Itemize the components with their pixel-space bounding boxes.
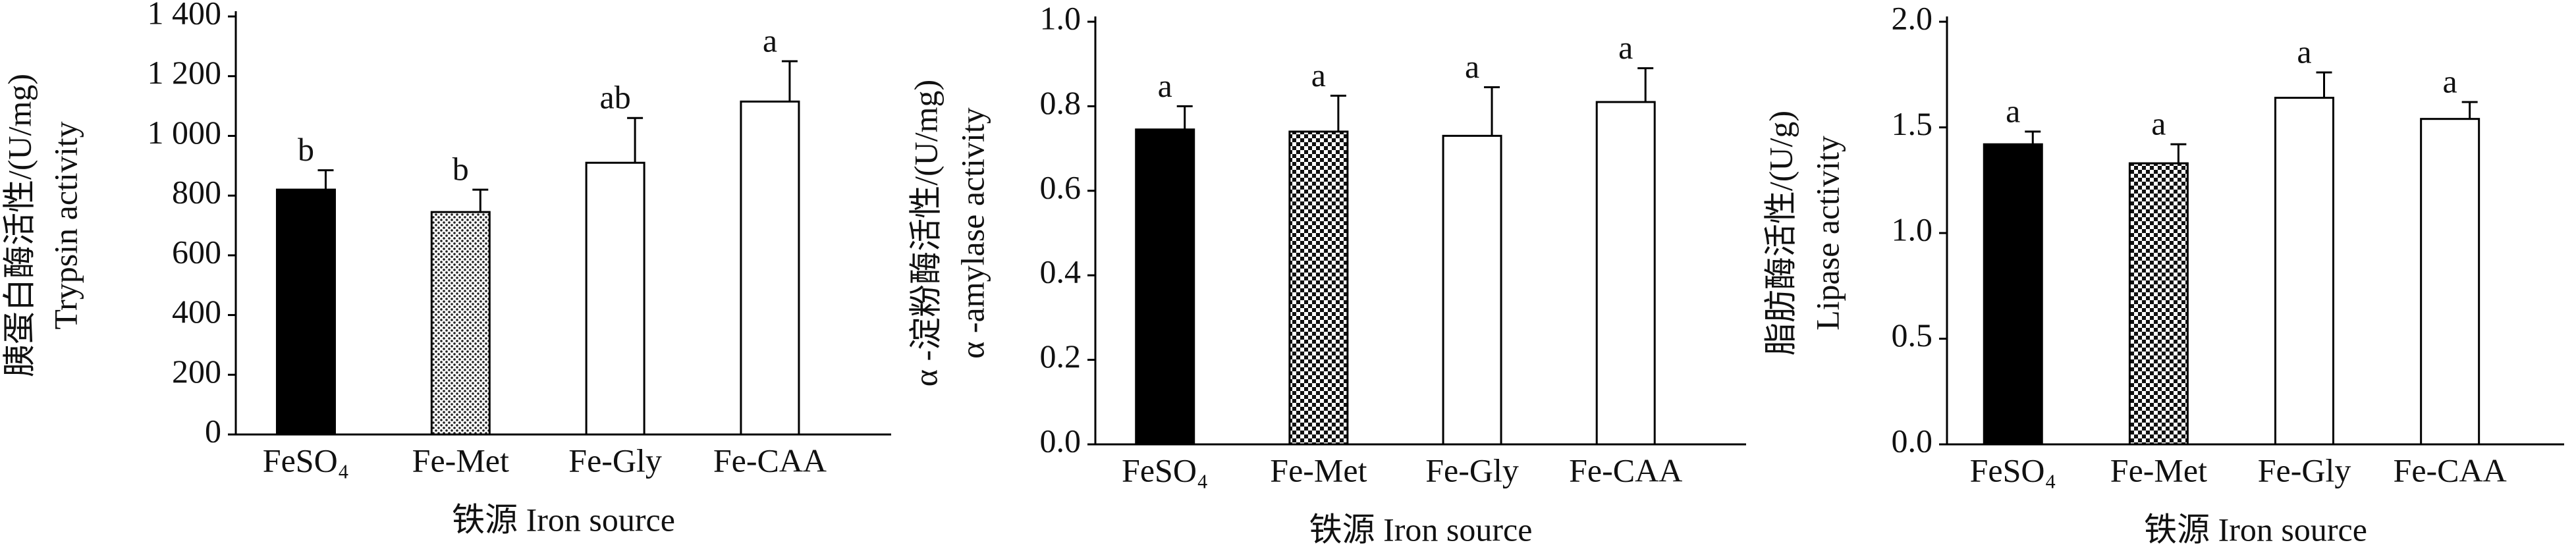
x-tick-label: Fe-Gly xyxy=(1425,452,1519,488)
x-tick-label: Fe-Gly xyxy=(2258,452,2351,488)
bar xyxy=(430,211,491,436)
y-tick-label: 1 400 xyxy=(148,0,222,31)
y-tick-label: 400 xyxy=(172,293,221,330)
significance-letter: ab xyxy=(600,79,631,116)
x-tick-label: Fe-Met xyxy=(2110,452,2207,488)
x-axis-label: 铁源 Iron source xyxy=(452,501,675,538)
y-tick-label: 1 200 xyxy=(148,54,222,91)
y-tick-label: 0 xyxy=(205,412,221,449)
x-tick-label: Fe-Met xyxy=(412,442,509,479)
x-tick-label: Fe-CAA xyxy=(2394,452,2507,488)
significance-letter: a xyxy=(2006,92,2020,129)
significance-letter: a xyxy=(1311,57,1326,93)
y-tick-label: 200 xyxy=(172,353,221,390)
bar xyxy=(1595,101,1656,446)
y-axis-label: Lipase activity xyxy=(1809,136,1846,330)
y-axis-label: α -淀粉酶活性/(U/mg) xyxy=(907,80,944,386)
significance-letter: a xyxy=(763,22,777,59)
significance-letter: b xyxy=(298,131,314,168)
significance-letter: a xyxy=(2297,34,2311,70)
bar xyxy=(1442,134,1502,446)
bar xyxy=(2420,118,2480,446)
x-tick-label: Fe-Met xyxy=(1270,452,1367,488)
y-tick-label: 0.0 xyxy=(1040,422,1082,459)
significance-letter: b xyxy=(452,151,469,188)
y-tick-label: 2.0 xyxy=(1892,0,1933,36)
y-tick-label: 600 xyxy=(172,233,221,270)
y-tick-label: 800 xyxy=(172,174,221,211)
y-tick-label: 1 000 xyxy=(148,114,222,151)
x-axis-label: 铁源 Iron source xyxy=(2144,511,2367,548)
y-axis-label: 脂肪酶活性/(U/g) xyxy=(1762,111,1799,355)
bar xyxy=(2274,97,2335,446)
x-axis-label: 铁源 Iron source xyxy=(1309,511,1533,548)
y-axis-label: α -amylase activity xyxy=(954,107,991,359)
significance-letter: a xyxy=(1158,67,1172,104)
y-tick-label: 1.5 xyxy=(1892,105,1933,142)
y-tick-label: 0.8 xyxy=(1040,84,1082,121)
bar xyxy=(275,188,336,436)
significance-letter: a xyxy=(2443,63,2457,99)
bar xyxy=(2128,162,2189,446)
y-tick-label: 0.5 xyxy=(1892,317,1933,354)
x-tick-label: FeSO₄ xyxy=(263,442,349,479)
y-tick-label: 0.0 xyxy=(1892,422,1933,459)
y-tick-label: 1.0 xyxy=(1040,0,1082,36)
significance-letter: a xyxy=(2151,105,2166,142)
y-tick-label: 0.4 xyxy=(1040,253,1082,290)
x-tick-label: FeSO₄ xyxy=(1122,452,1208,488)
x-tick-label: Fe-CAA xyxy=(1569,452,1682,488)
x-tick-label: Fe-CAA xyxy=(713,442,827,479)
y-tick-label: 1.0 xyxy=(1892,211,1933,248)
bar xyxy=(1983,143,2043,446)
bar xyxy=(585,161,645,436)
significance-letter: a xyxy=(1465,48,1479,85)
x-tick-label: Fe-Gly xyxy=(568,442,662,479)
significance-letter: a xyxy=(1618,29,1633,66)
y-tick-label: 0.6 xyxy=(1040,169,1082,205)
y-tick-label: 0.2 xyxy=(1040,338,1082,375)
y-axis-label: 胰蛋白酶活性/(U/mg) xyxy=(1,74,38,377)
x-tick-label: FeSO₄ xyxy=(1970,452,2056,488)
bar xyxy=(1288,130,1349,446)
bar xyxy=(1135,128,1195,446)
y-axis-label: Trypsin activity xyxy=(47,121,84,329)
bar xyxy=(740,100,800,436)
